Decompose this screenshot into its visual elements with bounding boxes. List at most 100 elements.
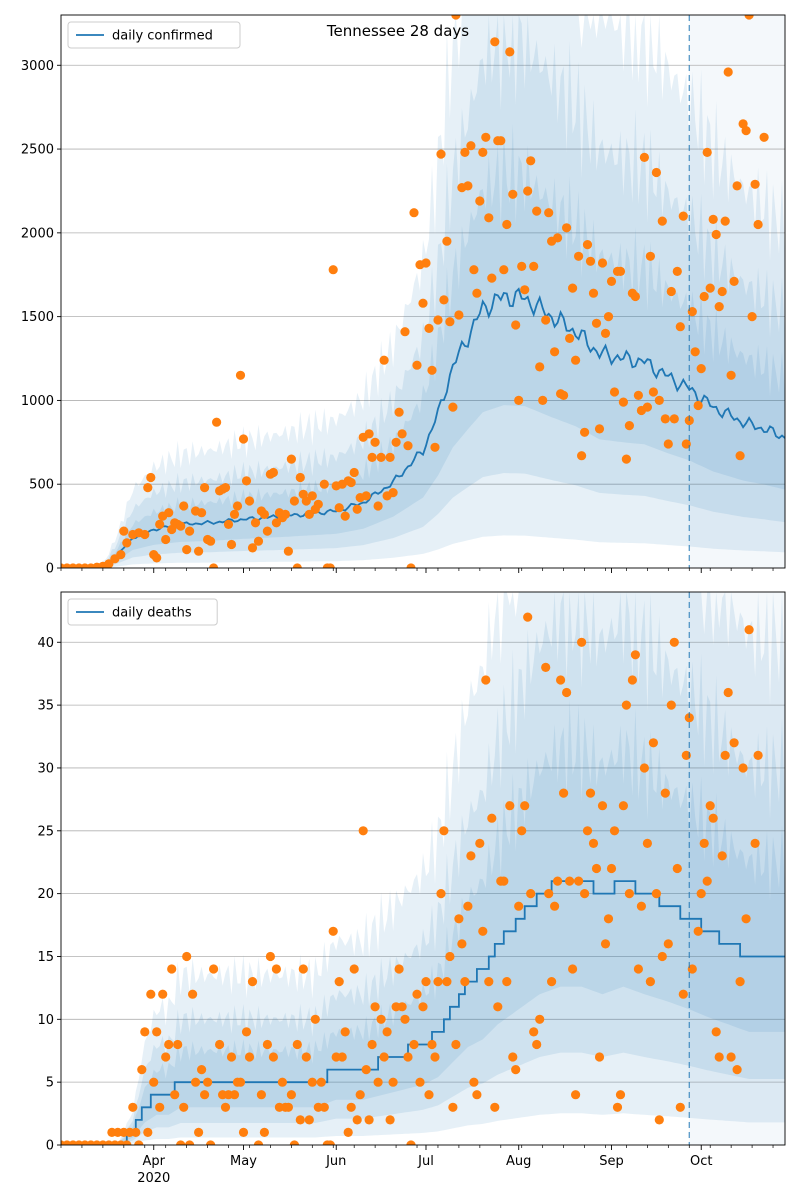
- data-point: [325, 1140, 335, 1145]
- data-point: [582, 240, 593, 250]
- data-point: [526, 889, 536, 899]
- data-point: [681, 439, 691, 449]
- data-point: [229, 1090, 240, 1100]
- data-point: [454, 310, 464, 320]
- data-point: [591, 863, 602, 874]
- data-point: [714, 302, 724, 312]
- data-point: [349, 964, 359, 974]
- data-point: [574, 876, 584, 886]
- data-point: [182, 951, 192, 962]
- data-point: [493, 1002, 503, 1012]
- data-point: [385, 1115, 395, 1125]
- data-point: [241, 476, 252, 486]
- data-point: [206, 1140, 216, 1145]
- data-point: [705, 283, 715, 293]
- data-point: [553, 876, 563, 886]
- data-point: [379, 355, 389, 365]
- data-point: [693, 400, 703, 411]
- data-point: [544, 208, 554, 218]
- data-point: [559, 788, 569, 798]
- data-point: [663, 439, 673, 449]
- data-point: [152, 1027, 162, 1037]
- data-point: [726, 1052, 736, 1062]
- data-point: [406, 1140, 416, 1145]
- data-point: [541, 315, 551, 325]
- data-point: [256, 1090, 266, 1100]
- data-point: [185, 1140, 195, 1145]
- data-point: [669, 414, 679, 424]
- data-point: [394, 407, 404, 417]
- data-point: [556, 675, 566, 685]
- data-point: [618, 397, 629, 407]
- data-point: [702, 147, 712, 157]
- data-point: [535, 362, 545, 372]
- forecast-region: [689, 15, 785, 568]
- data-point: [660, 788, 670, 798]
- data-point: [469, 265, 479, 275]
- data-point: [373, 1077, 383, 1087]
- data-point: [412, 989, 422, 999]
- data-point: [385, 452, 395, 462]
- data-point: [316, 1077, 326, 1087]
- data-point: [535, 1014, 545, 1024]
- data-point: [137, 1065, 147, 1075]
- data-point: [708, 214, 718, 224]
- data-point: [200, 1090, 210, 1100]
- y-tick-label: 10: [37, 1013, 54, 1028]
- data-point: [122, 538, 132, 548]
- data-point: [176, 521, 186, 531]
- data-point: [307, 491, 317, 501]
- data-point: [220, 483, 231, 493]
- data-point: [571, 355, 581, 365]
- data-point: [161, 534, 171, 545]
- data-point: [164, 508, 174, 518]
- data-point: [223, 519, 234, 530]
- data-point: [571, 1090, 581, 1100]
- data-point: [747, 312, 757, 322]
- data-point: [454, 914, 464, 924]
- data-point: [475, 196, 485, 206]
- data-point: [466, 141, 476, 151]
- data-point: [448, 402, 458, 412]
- data-point: [633, 390, 644, 400]
- data-point: [451, 15, 461, 20]
- data-point: [654, 1115, 664, 1125]
- data-point: [409, 1039, 419, 1050]
- y-tick-label: 15: [37, 950, 54, 965]
- data-point: [179, 501, 189, 511]
- data-point: [508, 1052, 518, 1062]
- data-point: [358, 826, 368, 836]
- data-point: [235, 370, 246, 380]
- data-point: [131, 1127, 141, 1137]
- data-point: [313, 499, 323, 509]
- data-point: [442, 236, 452, 246]
- data-point: [720, 216, 730, 226]
- data-point: [247, 977, 258, 987]
- data-point: [164, 1039, 174, 1050]
- data-point: [672, 863, 682, 874]
- data-point: [152, 553, 162, 563]
- data-point: [517, 826, 527, 836]
- data-point: [439, 826, 449, 836]
- data-point: [283, 546, 293, 556]
- data-point: [529, 261, 539, 271]
- x-tick-label: Sep: [599, 1154, 624, 1169]
- data-point: [265, 951, 275, 962]
- data-point: [155, 519, 165, 530]
- data-point: [657, 216, 667, 226]
- data-point: [499, 876, 509, 886]
- data-point: [295, 1115, 305, 1125]
- data-point: [149, 1077, 159, 1087]
- y-tick-label: 2000: [21, 226, 54, 241]
- data-point: [699, 838, 709, 849]
- data-point: [403, 441, 413, 451]
- data-point: [469, 1077, 479, 1087]
- data-point: [577, 637, 587, 647]
- data-point: [532, 1039, 542, 1050]
- data-point: [523, 612, 533, 622]
- data-point: [645, 977, 656, 987]
- data-point: [301, 496, 311, 506]
- data-point: [520, 285, 530, 295]
- y-tick-label: 2500: [21, 143, 54, 158]
- data-point: [122, 1140, 132, 1145]
